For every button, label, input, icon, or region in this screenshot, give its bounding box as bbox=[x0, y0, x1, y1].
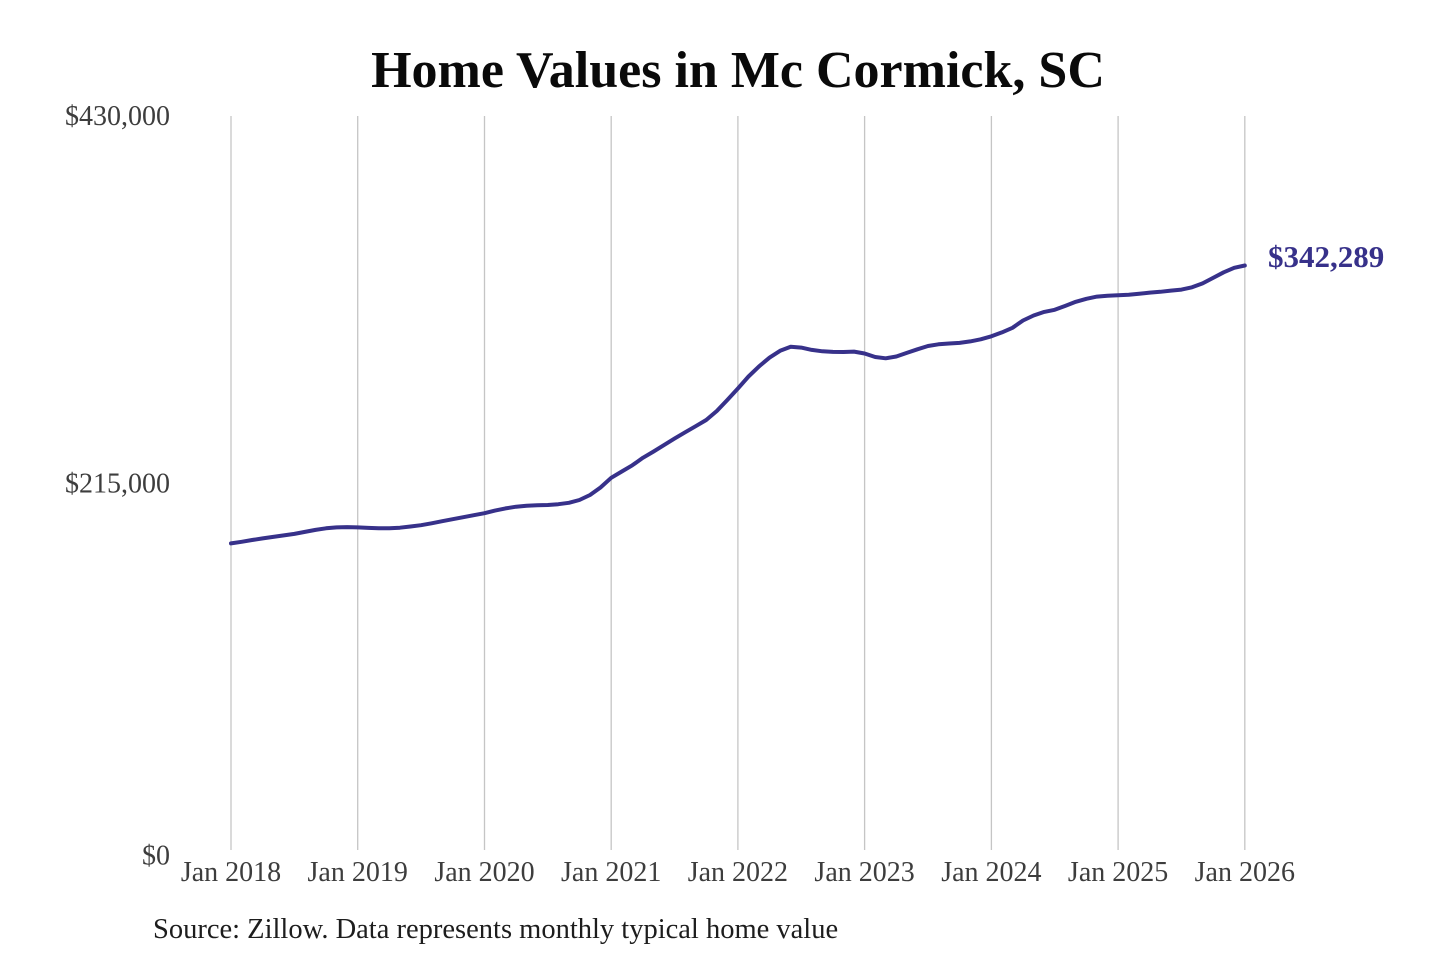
svg-text:$0: $0 bbox=[142, 841, 170, 872]
svg-text:Jan 2021: Jan 2021 bbox=[561, 857, 661, 888]
svg-text:Jan 2026: Jan 2026 bbox=[1195, 857, 1295, 888]
svg-text:Jan 2018: Jan 2018 bbox=[181, 857, 281, 888]
svg-text:Source: Zillow. Data represent: Source: Zillow. Data represents monthly … bbox=[153, 914, 838, 945]
svg-text:Home Values in Mc Cormick, SC: Home Values in Mc Cormick, SC bbox=[371, 42, 1105, 99]
svg-text:Jan 2024: Jan 2024 bbox=[941, 857, 1041, 888]
svg-text:Jan 2025: Jan 2025 bbox=[1068, 857, 1168, 888]
svg-text:$342,289: $342,289 bbox=[1268, 239, 1384, 274]
svg-text:$215,000: $215,000 bbox=[65, 469, 170, 500]
svg-text:Jan 2022: Jan 2022 bbox=[688, 857, 788, 888]
svg-text:Jan 2019: Jan 2019 bbox=[308, 857, 408, 888]
svg-text:Jan 2020: Jan 2020 bbox=[434, 857, 534, 888]
svg-text:Jan 2023: Jan 2023 bbox=[814, 857, 914, 888]
svg-text:$430,000: $430,000 bbox=[65, 101, 170, 132]
